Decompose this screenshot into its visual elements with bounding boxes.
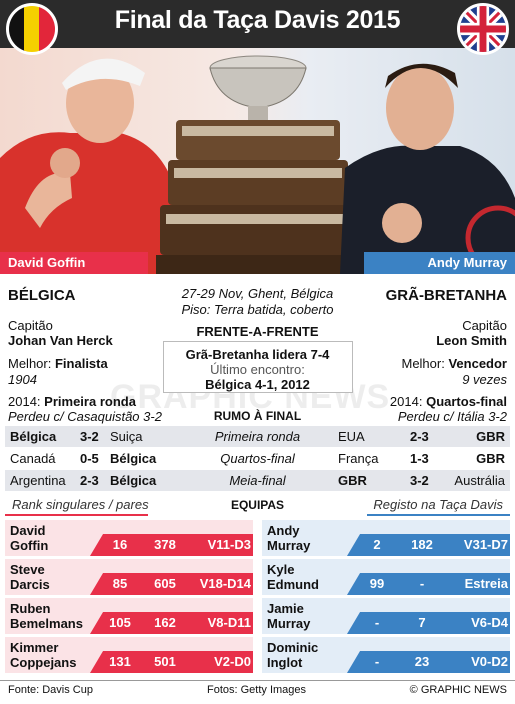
player-name: Kimmer Coppejans xyxy=(10,640,77,670)
uk-flag-icon xyxy=(457,3,509,55)
table-row: Canadá 0-5 Bélgica Quartos-final França … xyxy=(5,448,510,469)
player-stat-dbl: 182 xyxy=(411,537,433,552)
player-stats-bar xyxy=(90,651,253,673)
right-team-caption: Registo na Taça Davis xyxy=(373,497,503,512)
player-name: Dominic Inglot xyxy=(267,640,319,670)
player-name: Kyle Edmund xyxy=(267,562,319,592)
footer-photos: Fotos: Getty Images xyxy=(207,684,307,696)
table-row: Argentina 2-3 Bélgica Meia-final GBR 3-2… xyxy=(5,470,510,491)
player-name: Steve Darcis xyxy=(10,562,50,592)
player-stats-bar xyxy=(90,573,253,595)
page-title: Final da Taça Davis 2015 xyxy=(114,6,401,34)
belgium-flag-icon xyxy=(6,3,58,55)
left-team-divider xyxy=(5,514,148,516)
player-stat-dbl: 605 xyxy=(154,576,176,591)
player-stat-rec: V31-D7 xyxy=(463,537,508,552)
title-bar xyxy=(0,0,515,48)
player-stat-dbl: 378 xyxy=(154,537,176,552)
road-title: Rumo à Final xyxy=(213,409,302,423)
left-player-photo xyxy=(0,48,180,274)
player-stat-dbl: - xyxy=(419,576,425,591)
player-stat-rec: V6-D4 xyxy=(471,615,508,630)
right-team-divider xyxy=(367,514,510,516)
right-captain-label: Capitão xyxy=(462,318,507,333)
player-stats-bar xyxy=(347,612,510,634)
player-stat-dbl: 501 xyxy=(154,654,176,669)
player-stat-rec: V18-D14 xyxy=(199,576,251,591)
right-best: Melhor: Vencedor xyxy=(401,356,507,371)
player-name: David Goffin xyxy=(10,523,49,553)
player-stats-bar xyxy=(347,651,510,673)
player-stat-sing: - xyxy=(374,654,380,669)
player-stat-sing: 105 xyxy=(109,615,131,630)
player-name: Andy Murray xyxy=(267,523,311,553)
right-2014: 2014: Quartos-final xyxy=(389,394,507,409)
h2h-lead: Grã-Bretanha lidera 7-4 xyxy=(185,347,330,362)
player-stat-sing: 131 xyxy=(109,654,131,669)
player-stat-rec: V11-D3 xyxy=(207,537,251,552)
player-stats-bar xyxy=(90,612,253,634)
left-best: Melhor: Finalista xyxy=(8,356,108,371)
h2h-last-result: Bélgica 4-1, 2012 xyxy=(205,377,310,392)
davis-cup-trophy xyxy=(148,48,368,274)
right-player-name: Andy Murray xyxy=(364,252,515,274)
footer-source: Fonte: Davis Cup xyxy=(8,684,93,696)
right-2014-note: Perdeu c/ Itália 3-2 xyxy=(397,409,507,424)
player-stat-sing: 99 xyxy=(369,576,385,591)
h2h-title: Frente-a-Frente xyxy=(196,324,319,339)
h2h-box xyxy=(163,341,353,393)
event-surface: Piso: Terra batida, coberto xyxy=(181,302,334,317)
player-stat-rec: V0-D2 xyxy=(471,654,508,669)
player-stats-bar xyxy=(347,573,510,595)
right-best-note: 9 vezes xyxy=(462,372,507,387)
player-stat-sing: 2 xyxy=(373,537,381,552)
left-best-year: 1904 xyxy=(8,372,37,387)
right-captain: Leon Smith xyxy=(436,333,507,348)
left-team-caption: Rank singulares / pares xyxy=(12,497,149,512)
player-stat-rec: V8-D11 xyxy=(207,615,251,630)
player-stat-sing: 16 xyxy=(112,537,128,552)
right-player-photo xyxy=(340,48,515,274)
player-stat-sing: 85 xyxy=(112,576,128,591)
player-stat-dbl: 162 xyxy=(154,615,176,630)
teams-title: Equipas xyxy=(230,498,285,512)
left-player-name: David Goffin xyxy=(0,252,148,274)
player-stat-dbl: 23 xyxy=(414,654,430,669)
player-stat-sing: - xyxy=(374,615,380,630)
player-name: Jamie Murray xyxy=(267,601,311,631)
event-dates: 27-29 Nov, Ghent, Bélgica xyxy=(181,286,334,301)
player-stat-dbl: 7 xyxy=(418,615,426,630)
h2h-last-label: Último encontro: xyxy=(210,362,305,377)
footer-copyright: © GRAPHIC NEWS xyxy=(409,684,507,696)
table-row: Bélgica 3-2 Suiça Primeira ronda EUA 2-3… xyxy=(5,426,510,447)
left-2014: 2014: Primeira ronda xyxy=(8,394,136,409)
left-captain: Johan Van Herck xyxy=(8,333,113,348)
right-country: GRÃ-BRETANHA xyxy=(385,287,507,304)
player-name: Ruben Bemelmans xyxy=(10,601,83,631)
left-country: BÉLGICA xyxy=(8,287,76,304)
photo-banner xyxy=(0,48,515,274)
player-stats-bar xyxy=(90,534,253,556)
player-stat-rec: V2-D0 xyxy=(214,654,251,669)
road-table: Bélgica 3-2 Suiça Primeira ronda EUA 2-3… xyxy=(5,426,510,492)
player-stat-rec: Estreia xyxy=(464,576,508,591)
left-captain-label: Capitão xyxy=(8,318,53,333)
player-stats-bar xyxy=(347,534,510,556)
left-2014-note: Perdeu c/ Casaquistão 3-2 xyxy=(8,409,162,424)
footer-divider xyxy=(0,680,515,681)
